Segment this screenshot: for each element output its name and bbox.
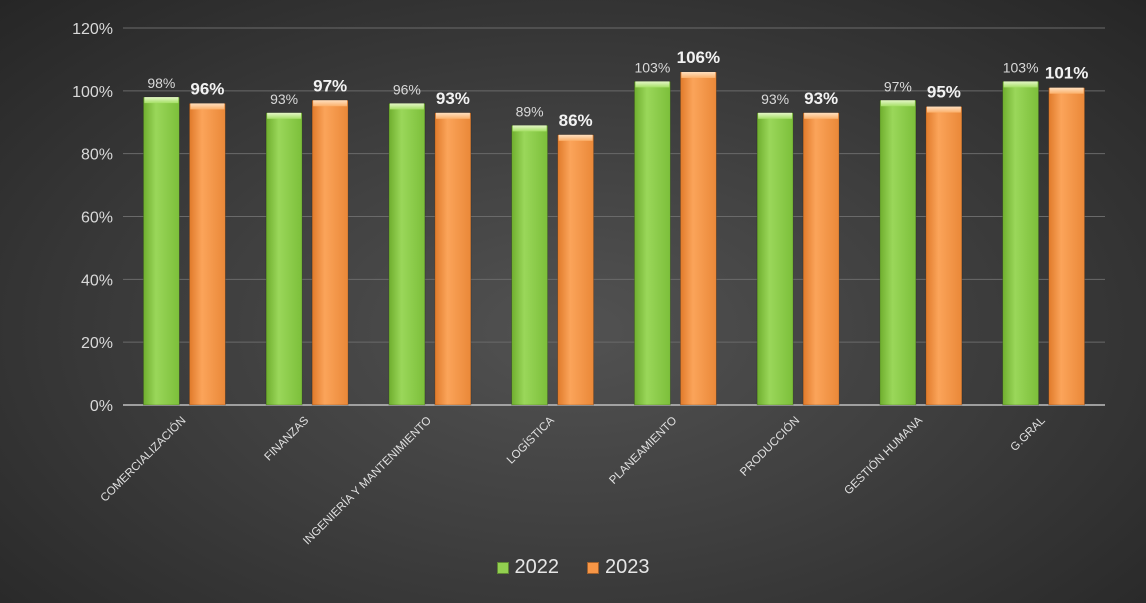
- bar-2023-0[interactable]: [188, 103, 226, 406]
- bar-cap: [1049, 87, 1084, 94]
- bar-2022-2[interactable]: [388, 103, 426, 406]
- y-tick-label: 60%: [81, 210, 113, 227]
- data-labels: 98% 96% 93% 97% 96% 93% 89% 86% 103% 106% 93% 93% 97…: [147, 48, 1088, 130]
- legend-item-2022[interactable]: 2022: [496, 556, 560, 579]
- bar-cap: [880, 100, 915, 107]
- y-tick-label: 100%: [72, 84, 113, 101]
- y-tick-label: 0%: [90, 398, 113, 415]
- data-label-2023: 93%: [804, 89, 838, 108]
- data-label-2022: 103%: [634, 59, 670, 75]
- y-axis: 0% 20% 40% 60% 80% 100% 120%: [72, 21, 113, 415]
- legend-swatch-2022: [496, 561, 509, 574]
- bar-2023-3[interactable]: [557, 134, 595, 406]
- y-tick-label: 40%: [81, 272, 113, 289]
- bar-cap: [758, 112, 793, 119]
- bar-2023-7[interactable]: [1048, 87, 1086, 406]
- bar-2023-2[interactable]: [434, 112, 472, 406]
- bar-cap: [313, 100, 348, 107]
- data-label-2022: 103%: [1003, 59, 1039, 75]
- x-tick-label: G.GRAL: [1009, 414, 1049, 454]
- data-label-2023: 106%: [677, 48, 720, 67]
- y-tick-label: 80%: [81, 147, 113, 164]
- x-tick-label: GESTIÓN HUMANA: [842, 414, 926, 498]
- data-label-2022: 89%: [516, 103, 544, 119]
- x-tick-label: PLANEAMIENTO: [607, 415, 679, 487]
- bar-cap: [1003, 81, 1038, 88]
- legend-item-2023[interactable]: 2023: [587, 556, 650, 579]
- data-label-2023: 96%: [190, 79, 224, 98]
- x-tick-label: INGENIERÍA Y MANTENIMIENTO: [301, 414, 434, 547]
- bar-2023-4[interactable]: [679, 71, 717, 406]
- x-tick-label: LOGÍSTICA: [504, 414, 557, 467]
- x-tick-label: PRODUCCIÓN: [737, 414, 802, 479]
- y-tick-label: 20%: [81, 335, 113, 352]
- x-tick-label: FINANZAS: [263, 414, 312, 463]
- data-label-2023: 86%: [559, 111, 593, 130]
- data-label-2023: 97%: [313, 76, 347, 95]
- data-label-2023: 95%: [927, 83, 961, 102]
- bar-2022-4[interactable]: [633, 81, 671, 406]
- legend-label-2023: 2023: [605, 556, 650, 578]
- bar-2022-1[interactable]: [265, 112, 303, 406]
- bar-cap: [681, 71, 716, 78]
- y-tick-label: 120%: [72, 21, 113, 38]
- bar-cap: [512, 125, 547, 132]
- bar-2023-5[interactable]: [802, 112, 840, 406]
- data-label-2022: 98%: [147, 75, 175, 91]
- bar-2022-6[interactable]: [879, 99, 917, 406]
- data-label-2022: 97%: [884, 78, 912, 94]
- data-label-2023: 93%: [436, 89, 470, 108]
- data-label-2022: 93%: [761, 91, 789, 107]
- bar-cap: [435, 112, 470, 119]
- bar-cap: [635, 81, 670, 88]
- bars: [142, 71, 1086, 406]
- data-label-2022: 93%: [270, 91, 298, 107]
- bar-2023-1[interactable]: [311, 99, 349, 406]
- bar-cap: [926, 106, 961, 113]
- bar-2023-6[interactable]: [925, 106, 963, 406]
- bar-2022-5[interactable]: [756, 112, 794, 406]
- bar-2022-0[interactable]: [142, 96, 180, 406]
- bar-cap: [389, 103, 424, 110]
- legend-swatch-2023: [587, 561, 599, 574]
- bar-2022-3[interactable]: [511, 124, 549, 406]
- x-tick-label: COMERCIALIZACIÓN: [98, 414, 189, 505]
- bar-2022-7[interactable]: [1002, 81, 1040, 406]
- legend-label-2022: 2022: [514, 556, 560, 578]
- bar-cap: [144, 97, 179, 104]
- data-label-2022: 96%: [393, 81, 421, 97]
- bar-cap: [267, 112, 302, 119]
- bar-cap: [558, 134, 593, 141]
- legend: 2022 2023: [0, 556, 1146, 579]
- data-label-2023: 101%: [1045, 64, 1088, 83]
- bar-cap: [804, 112, 839, 119]
- bar-cap: [190, 103, 225, 110]
